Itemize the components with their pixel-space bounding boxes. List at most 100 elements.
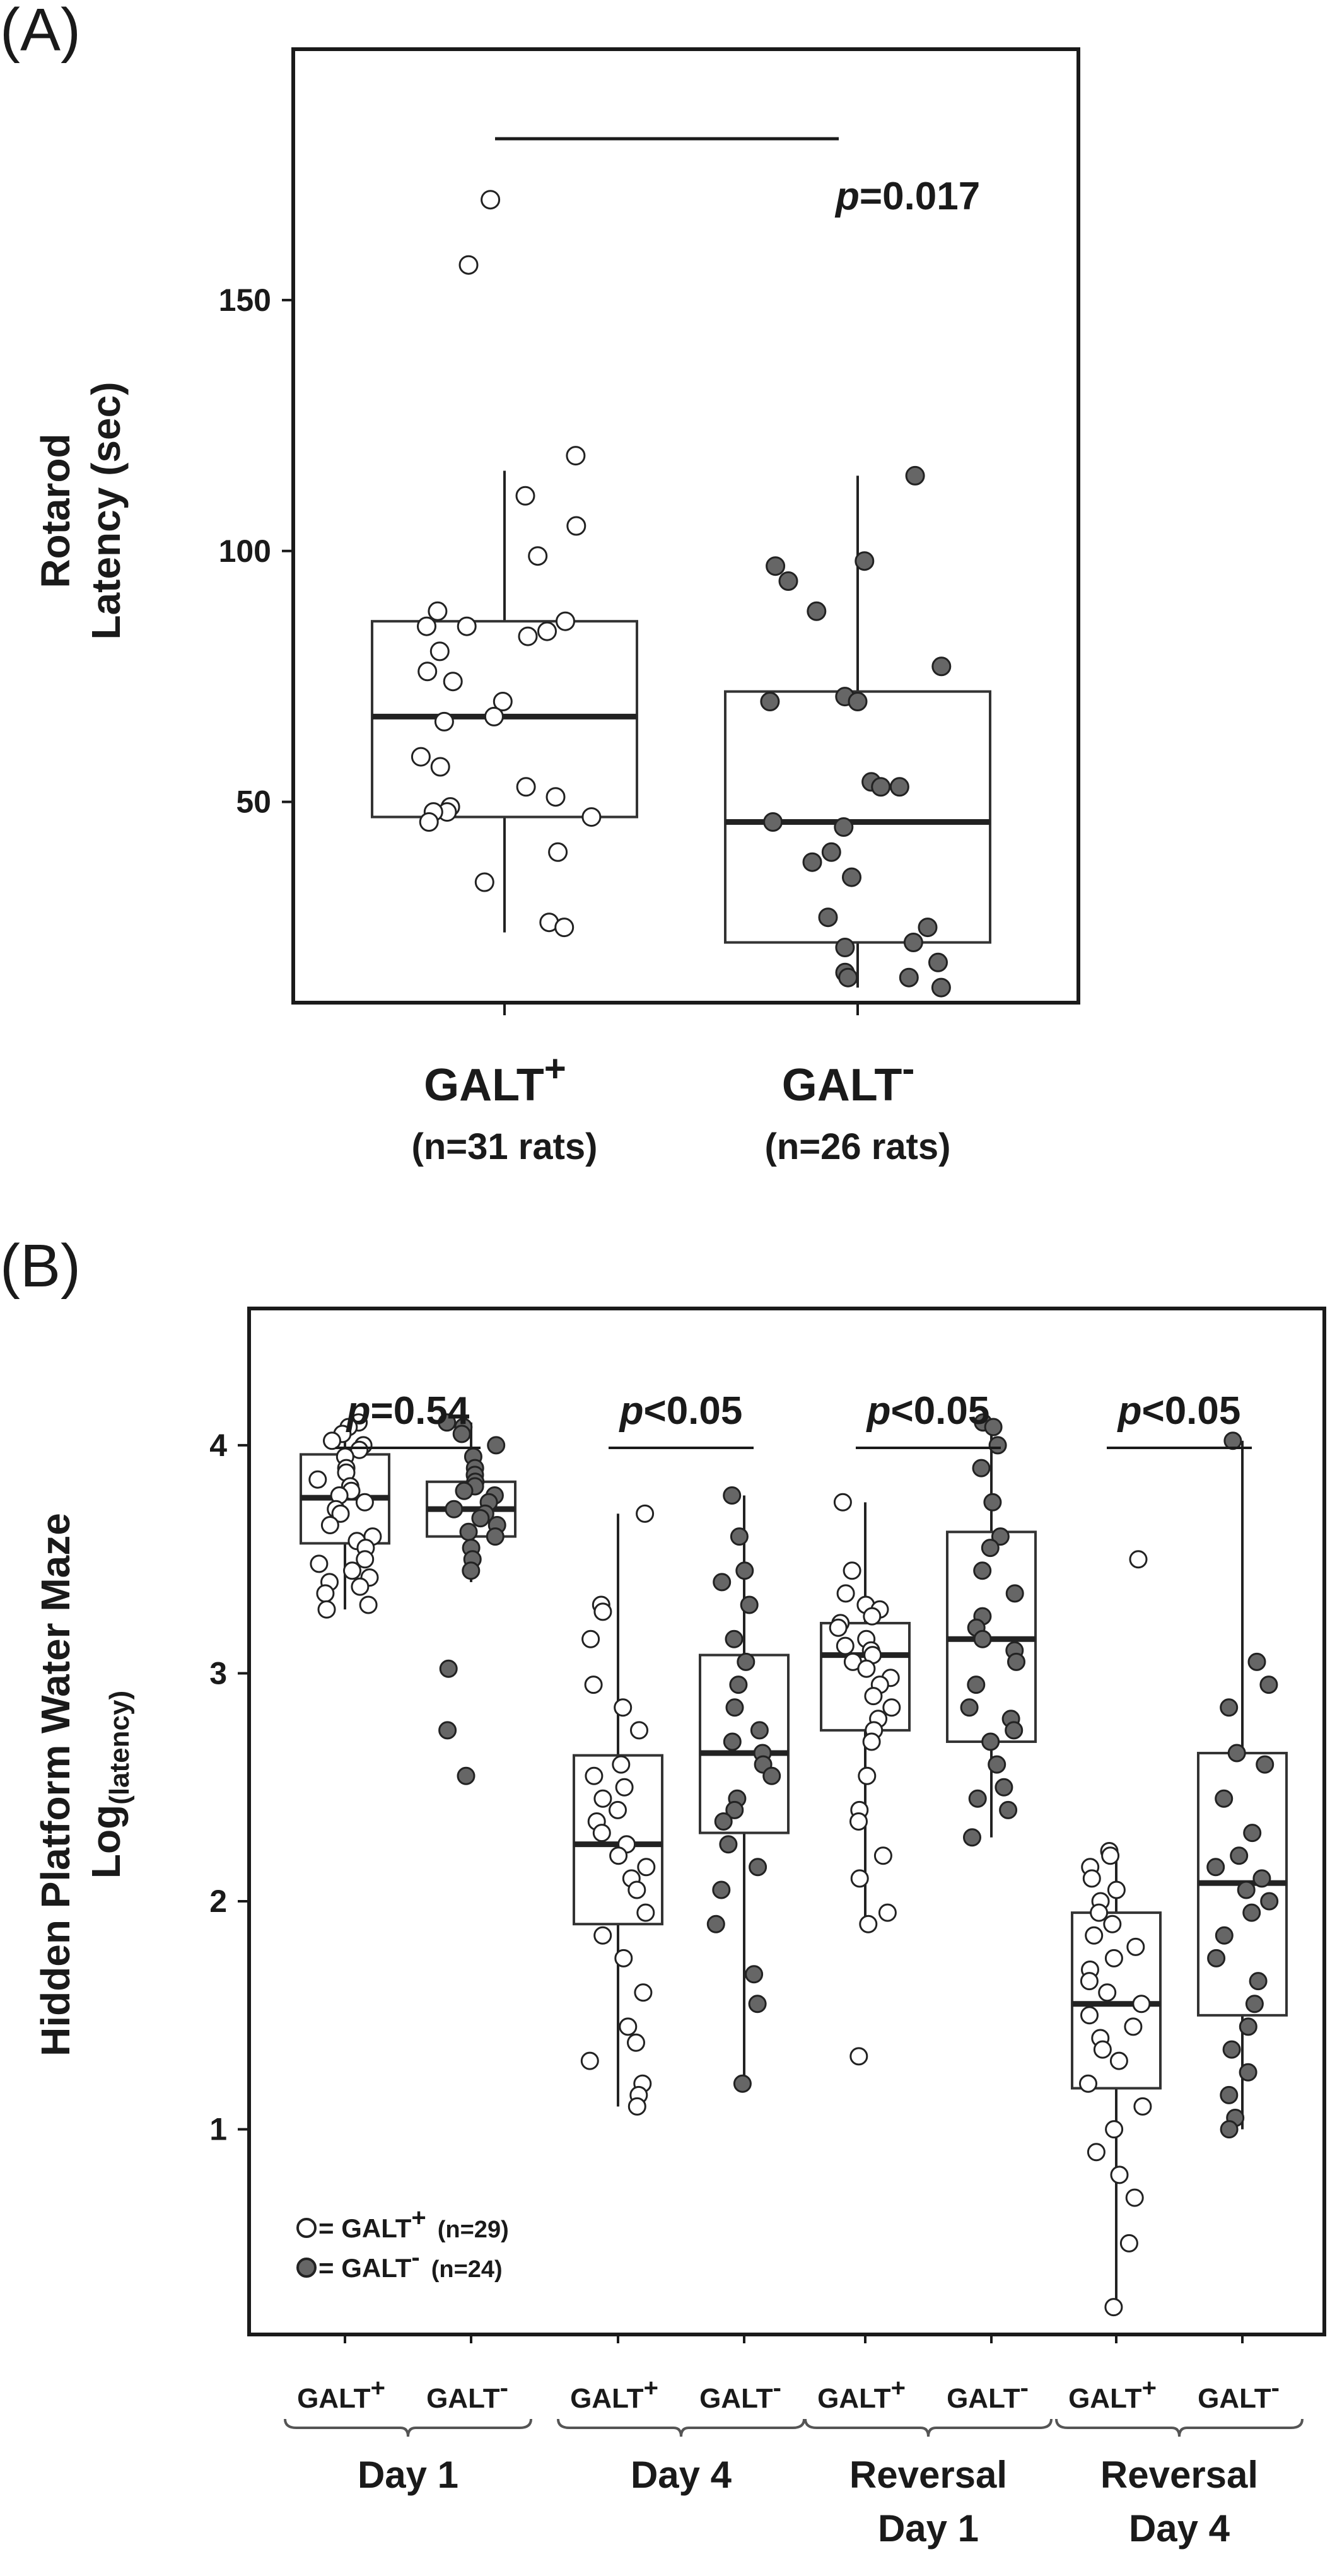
panel-b-day-4-group-2-point [1230,1846,1249,1865]
panel-b-day-label-line1: Day 1 [358,2454,458,2496]
panel-b-day-2-group-1-point [609,1800,627,1819]
panel-b-day-4-group-2-point [1220,2085,1239,2104]
panel-b-day-2-group-1-point [592,1824,611,1843]
panel-b-day-4-group-2-point [1256,1755,1275,1774]
panel-b-day-3-group-1-point [836,1584,855,1603]
panel-b-day-2-group-2-point [762,1766,781,1785]
panel-b-day-2-group-1-point [580,2051,599,2070]
panel-b-day-4-group-1-point [1087,2143,1106,2162]
panel-b-day-2-group-2-point [730,1527,749,1546]
panel-b-day-2-group-1-point [593,1926,612,1945]
panel-b-day-2-group-1-point [593,1602,612,1621]
panel-b-legend-n: (n=29) [438,2217,509,2243]
panel-a-group-1-point [515,486,535,506]
panel-b-letter: (B) [0,1232,81,1300]
panel-b-day-1-group-1-point [308,1470,327,1489]
panel-b-pvalue-rest: <0.05 [643,1389,742,1433]
panel-b-day-2-group-2-point [713,1573,732,1592]
panel-b-ytick-label: 4 [209,1428,227,1463]
panel-a-group-2-point [848,692,868,711]
panel-b-day-2-group-2-point [735,1561,754,1580]
panel-b-day-4-group-1-point [1080,1972,1099,1991]
panel-a-group-2-point [834,817,854,837]
panel-b-box-label: GALT+ [817,2374,906,2414]
panel-b-day-4-group-1-point [1132,1995,1151,2014]
panel-b-day-2-group-1-point [634,1983,653,2002]
panel-a-group-2-point [802,852,822,872]
panel-a-group-2-point [838,967,858,988]
panel-b-day-4-group-2-point [1239,2017,1257,2036]
panel-b-day-1-group-2-point [455,1481,474,1500]
panel-b-day-4-group-1-box [1071,1911,1162,2090]
panel-b-day-3-group-2-point [988,1436,1007,1455]
panel-b-day-1-group-2-point [445,1500,464,1518]
panel-a-group-1-point [554,918,575,938]
panel-a-group-2-point [931,656,952,677]
panel-b-day-4-group-1-point [1104,1949,1123,1967]
panel-b-day-4-group-1-point [1119,2234,1138,2253]
panel-b-day-4-group-1-point [1098,1983,1117,2002]
panel-b-day-3-group-1-point [864,1687,883,1706]
panel-b-day-2-group-1-point [615,1778,634,1797]
panel-b-day-2-group-1-point [637,1858,656,1877]
panel-b-box-label: GALT- [699,2374,781,2414]
panel-a-group-2-point [889,777,909,797]
panel-a-group-2-point [931,977,951,998]
panel-b-box-label-sup: - [1020,2374,1029,2402]
panel-b-day-2-group-1-point [584,1676,603,1694]
panel-b-day-4-group-2-point [1207,1949,1226,1967]
panel-b-day-3-group-1-point [878,1903,897,1922]
panel-b-day-4-group-2-point [1259,1676,1278,1694]
panel-a-group-name: GALT [424,1060,544,1110]
panel-a-group-2-point [842,867,861,887]
panel-a-pvalue-italic: p [834,175,860,218]
panel-b-ylabel-sub: (latency) [104,1691,135,1805]
panel-b-day-2-group-2-point [748,1995,767,2014]
panel-a-plot-frame [291,47,1080,1005]
panel-b-legend-name: = GALT [318,2213,412,2243]
panel-b-day-4-group-2-point [1223,1431,1242,1450]
panel-b-day-4-group-2-point [1252,1869,1271,1888]
panel-b-day-2-group-2-point [725,1698,744,1717]
panel-b-day-4-group-1-point [1124,2017,1143,2036]
panel-b-day-4-group-1-point [1129,1550,1148,1569]
panel-b-day-3-group-2-point [999,1800,1018,1819]
panel-b-day-2-group-1-point [636,1504,655,1523]
panel-b-day-3-group-2-point [981,1539,1000,1558]
panel-a-group-1-point [484,706,504,726]
panel-b-box-label-sup: + [644,2374,658,2402]
panel-b-pvalue-italic: p [619,1389,644,1433]
panel-b-pvalue: p<0.05 [619,1389,743,1433]
panel-a-group-name: GALT [782,1060,902,1110]
panel-b-day-2-group-1-point [612,1755,631,1774]
panel-b-day-3-group-1-point [850,1869,869,1888]
panel-a-group-label: GALT+ [424,1047,566,1110]
panel-a-group-2-point [818,907,838,928]
panel-b-day-3-group-1-point [833,1493,852,1512]
panel-b-day-2-group-1-point [614,1949,633,1967]
panel-b-day-label-line1: Day 4 [631,2454,732,2496]
panel-b-box-label-name: GALT [1068,2383,1142,2414]
panel-a-group-1-point [457,616,477,636]
panel-b-day-2-group-1-point [581,1629,600,1648]
panel-b-ylabel-line2: Log(latency) [83,1691,135,1879]
panel-a-group-2-point [928,952,948,972]
panel-b-day-4-group-1-point [1104,2298,1123,2317]
panel-a-ylabel-line2: Latency (sec) [83,382,129,639]
panel-b-day-1-group-2-point [471,1509,490,1528]
panel-b-legend-n: (n=24) [431,2256,503,2283]
panel-a-group-2-point [807,601,827,621]
panel-b-day-3-group-1-point [857,1659,876,1678]
panel-b-day-4-group-1-point [1105,2120,1124,2139]
panel-b-day-3-group-1-point [858,1766,877,1785]
panel-b-plot-frame [247,1307,1326,2336]
panel-a-ytick-label: 150 [219,283,271,318]
panel-a-group-1-point [429,641,450,661]
panel-b-box-label: GALT+ [297,2374,385,2414]
panel-a-group-n: (n=26 rats) [765,1126,951,1167]
panel-b-legend-label: = GALT+ (n=29) [318,2204,509,2243]
panel-b-box-label: GALT- [426,2374,508,2414]
panel-b-day-2-group-1-point [636,1903,655,1922]
panel-a-group-2-point [903,933,923,952]
panel-b-day-4-group-1-point [1103,1915,1122,1933]
